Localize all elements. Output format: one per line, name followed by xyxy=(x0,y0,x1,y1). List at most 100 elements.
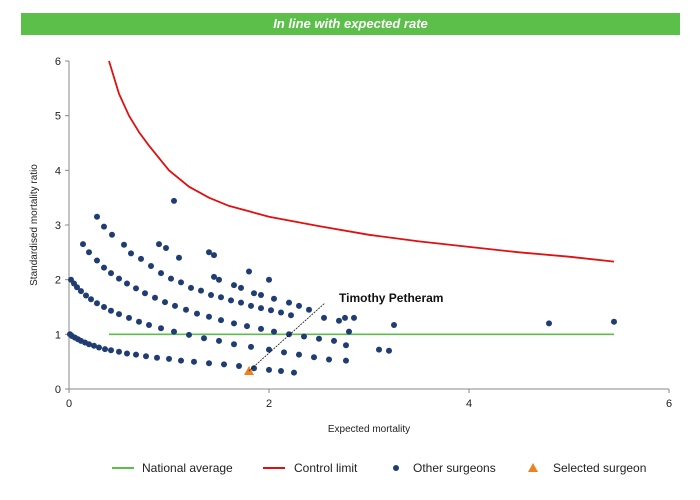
legend-label-national-average: National average xyxy=(142,461,233,475)
other-surgeon-point xyxy=(291,369,297,376)
other-surgeon-point xyxy=(171,197,177,204)
other-surgeon-point xyxy=(148,263,154,269)
other-surgeon-point xyxy=(143,353,149,360)
legend-label-other-surgeons: Other surgeons xyxy=(413,461,496,475)
selected-surgeon-label: Timothy Petheram xyxy=(339,291,443,305)
other-surgeon-point xyxy=(83,292,89,299)
y-tick-label: 5 xyxy=(55,111,61,123)
other-surgeon-point xyxy=(281,349,287,356)
other-surgeon-point xyxy=(186,331,192,338)
x-axis-label: Expected mortality xyxy=(328,424,410,435)
other-surgeon-point xyxy=(228,297,234,304)
y-tick-label: 3 xyxy=(55,220,61,232)
other-surgeon-point xyxy=(126,314,132,321)
other-surgeon-point xyxy=(611,318,617,325)
other-surgeon-point xyxy=(301,333,307,340)
selected-surgeon-annotation: Timothy Petheram xyxy=(248,291,443,372)
other-surgeon-point xyxy=(80,241,86,248)
other-surgeon-point xyxy=(133,285,139,292)
other-surgeon-point xyxy=(198,287,204,294)
other-surgeon-point xyxy=(343,342,349,349)
other-surgeon-point xyxy=(231,320,237,327)
other-surgeon-point xyxy=(158,325,164,332)
other-surgeon-point xyxy=(326,356,332,363)
other-surgeon-point xyxy=(244,323,250,330)
other-surgeon-point xyxy=(116,311,122,318)
other-surgeon-point xyxy=(206,360,212,367)
other-surgeon-point xyxy=(163,245,169,251)
other-surgeon-point xyxy=(246,268,252,275)
chart-title-banner: In line with expected rate xyxy=(21,13,680,35)
other-surgeon-point xyxy=(278,309,284,316)
other-surgeon-point xyxy=(102,346,108,353)
other-surgeon-point xyxy=(86,341,92,348)
other-surgeon-point xyxy=(346,328,352,335)
other-surgeon-point xyxy=(351,314,357,321)
legend-label-selected-surgeon: Selected surgeon xyxy=(553,461,646,475)
other-surgeon-point xyxy=(266,346,272,353)
other-surgeon-point xyxy=(221,361,227,368)
other-surgeon-point xyxy=(266,366,272,373)
other-surgeon-point xyxy=(94,257,100,264)
other-surgeon-point xyxy=(136,318,142,325)
other-surgeon-point xyxy=(91,342,97,349)
x-tick-label: 6 xyxy=(666,398,672,410)
other-surgeon-point xyxy=(251,365,257,372)
x-tick-label: 0 xyxy=(66,398,72,410)
other-surgeon-point xyxy=(208,292,214,298)
other-surgeon-point xyxy=(166,355,172,362)
other-surgeon-point xyxy=(116,348,122,355)
legend-swatch-selected-surgeon xyxy=(528,463,538,472)
other-surgeon-point xyxy=(124,280,130,287)
other-surgeon-point xyxy=(296,351,302,358)
other-surgeon-point xyxy=(96,344,102,351)
other-surgeon-point xyxy=(133,351,139,358)
control-limit-curve xyxy=(108,60,615,263)
other-surgeon-point xyxy=(238,284,244,291)
other-surgeon-point xyxy=(101,304,107,310)
other-surgeon-point xyxy=(251,290,257,297)
other-surgeon-point xyxy=(88,296,94,303)
other-surgeon-point xyxy=(386,347,392,354)
other-surgeon-point xyxy=(211,273,217,280)
y-tick-label: 4 xyxy=(55,165,61,177)
other-surgeon-point xyxy=(206,313,212,320)
other-surgeon-point xyxy=(248,343,254,350)
other-surgeon-point xyxy=(271,328,277,335)
other-surgeon-point xyxy=(128,250,134,257)
other-surgeon-point xyxy=(311,354,317,361)
other-surgeon-point xyxy=(266,276,272,283)
legend-item-national-average[interactable]: National average xyxy=(112,461,233,475)
other-surgeon-point xyxy=(288,312,294,319)
other-surgeon-point xyxy=(258,292,264,298)
other-surgeon-point xyxy=(108,307,114,314)
other-surgeon-point xyxy=(188,284,194,291)
axes xyxy=(65,60,670,393)
other-surgeon-point xyxy=(211,252,217,259)
x-tick-label: 2 xyxy=(266,398,272,410)
other-surgeon-point xyxy=(231,341,237,348)
other-surgeon-point xyxy=(331,337,337,344)
tick-labels: 0 1 2 3 4 5 6 0 2 4 6 xyxy=(55,56,672,410)
other-surgeon-point xyxy=(146,322,152,328)
other-surgeon-point xyxy=(286,331,292,338)
other-surgeon-point xyxy=(168,275,174,282)
other-surgeon-point xyxy=(194,310,200,317)
other-surgeon-point xyxy=(158,270,164,277)
other-surgeon-point xyxy=(258,325,264,332)
y-axis-label: Standardised mortality ratio xyxy=(29,164,40,286)
other-surgeon-point xyxy=(121,241,127,248)
other-surgeon-point xyxy=(171,328,177,335)
other-surgeon-point xyxy=(391,322,397,328)
other-surgeon-point xyxy=(172,302,178,309)
other-surgeon-point xyxy=(176,254,182,261)
other-surgeon-point xyxy=(74,284,80,291)
other-surgeon-point xyxy=(138,255,144,262)
other-surgeon-point xyxy=(86,249,92,256)
other-surgeon-point xyxy=(342,314,348,321)
legend-item-selected-surgeon[interactable]: Selected surgeon xyxy=(528,461,646,475)
other-surgeon-point xyxy=(321,314,327,321)
legend-item-control-limit[interactable]: Control limit xyxy=(263,461,358,475)
legend-item-other-surgeons[interactable]: Other surgeons xyxy=(393,461,496,475)
